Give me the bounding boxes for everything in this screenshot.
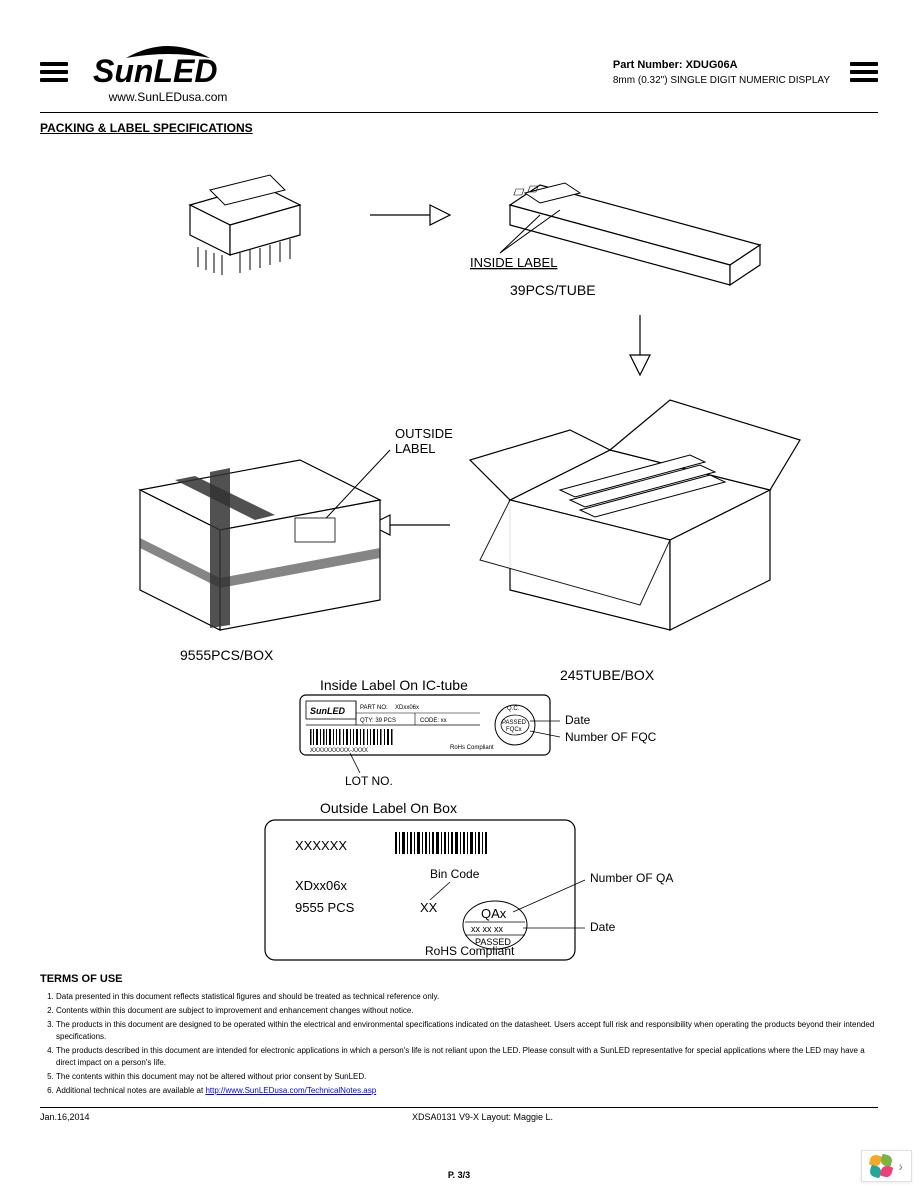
svg-text:XX: XX (420, 900, 438, 915)
terms-item: The products described in this document … (56, 1045, 878, 1069)
svg-text:QTY: 39 PCS: QTY: 39 PCS (360, 718, 396, 724)
logo: SunLED www.SunLEDusa.com (88, 40, 248, 104)
svg-text:Date: Date (565, 713, 591, 727)
svg-text:FQCx: FQCx (506, 727, 522, 733)
svg-text:PASSED: PASSED (502, 720, 527, 726)
terms-title: TERMS OF USE (40, 973, 878, 985)
outside-label-title: Outside Label On Box (320, 800, 457, 816)
diagram-svg: INSIDE LABEL 39PCS/TUBE (40, 145, 880, 965)
terms-item-text: Additional technical notes are available… (56, 1086, 203, 1095)
svg-text:Number OF QA: Number OF QA (590, 871, 673, 885)
terms-section: TERMS OF USE Data presented in this docu… (40, 973, 878, 1097)
arrow-down (630, 315, 650, 375)
part-number-label: Part Number: (613, 59, 683, 71)
pcs-per-tube: 39PCS/TUBE (510, 282, 596, 298)
closed-box-icon: OUTSIDE LABEL 9555PCS/BOX (140, 426, 453, 663)
svg-text:XDxx06x: XDxx06x (395, 705, 419, 711)
page-footer: Jan.16,2014 XDSA0131 V9-X Layout: Maggie… (40, 1107, 878, 1122)
svg-text:RoHS Compliant: RoHS Compliant (425, 944, 515, 958)
tubes-per-box: 245TUBE/BOX (560, 667, 655, 683)
footer-spacer (875, 1112, 878, 1122)
arrow-right-1 (370, 205, 450, 225)
svg-text:XXXXXXXXXX-XXXX: XXXXXXXXXX-XXXX (310, 748, 368, 754)
chevron-right-icon: › (898, 1158, 903, 1174)
pinwheel-icon (870, 1155, 892, 1177)
open-box-icon (470, 400, 800, 630)
page-header: SunLED www.SunLEDusa.com Part Number: XD… (40, 40, 878, 113)
svg-text:CODE: xx: CODE: xx (420, 718, 447, 724)
svg-text:PART NO:: PART NO: (360, 705, 388, 711)
svg-text:Number OF FQC: Number OF FQC (565, 730, 657, 744)
svg-text:XXXXXX: XXXXXX (295, 838, 347, 853)
inside-label-diagram: SunLED PART NO: XDxx06x QTY: 39 PCS CODE… (300, 695, 657, 788)
page-number: P. 3/3 (448, 1170, 470, 1180)
part-number: XDUG06A (686, 59, 738, 71)
svg-text:xx xx xx: xx xx xx (471, 924, 504, 934)
arrow-left (370, 515, 450, 535)
outside-label-text-1: OUTSIDE (395, 426, 453, 441)
section-title: PACKING & LABEL SPECIFICATIONS (40, 121, 878, 135)
footer-center: XDSA0131 V9-X Layout: Maggie L. (412, 1112, 553, 1122)
svg-text:RoHs Compliant: RoHs Compliant (450, 745, 494, 751)
sunled-logo-svg: SunLED (88, 40, 248, 92)
header-info: Part Number: XDUG06A 8mm (0.32") SINGLE … (613, 59, 830, 86)
svg-text:9555 PCS: 9555 PCS (295, 900, 355, 915)
logo-url: www.SunLEDusa.com (88, 90, 248, 104)
terms-item: The contents within this document may no… (56, 1071, 878, 1083)
svg-text:Q.C.: Q.C. (507, 706, 520, 712)
outside-label-diagram: XXXXXX XDxx06x 9555 PCS XX Bin Code QAx … (265, 820, 673, 960)
terms-link[interactable]: http://www.SunLEDusa.com/TechnicalNotes.… (205, 1086, 376, 1095)
svg-text:LOT NO.: LOT NO. (345, 774, 393, 788)
led-display-icon (190, 175, 300, 275)
terms-item: Contents within this document are subjec… (56, 1005, 878, 1017)
terms-list: Data presented in this document reflects… (40, 991, 878, 1097)
packing-diagram: INSIDE LABEL 39PCS/TUBE (40, 145, 878, 965)
inside-label-text: INSIDE LABEL (470, 255, 557, 270)
product-description: 8mm (0.32") SINGLE DIGIT NUMERIC DISPLAY (613, 75, 830, 86)
menu-icon-right[interactable] (850, 62, 878, 82)
svg-text:Bin Code: Bin Code (430, 867, 480, 881)
svg-text:SunLED: SunLED (310, 706, 345, 716)
header-left: SunLED www.SunLEDusa.com (40, 40, 248, 104)
outside-label-text-2: LABEL (395, 441, 435, 456)
svg-text:XDxx06x: XDxx06x (295, 878, 348, 893)
terms-item: Data presented in this document reflects… (56, 991, 878, 1003)
viewer-widget[interactable]: › (861, 1150, 912, 1182)
logo-text: SunLED (93, 53, 217, 89)
terms-item: Additional technical notes are available… (56, 1085, 878, 1097)
svg-text:Date: Date (590, 920, 616, 934)
menu-icon[interactable] (40, 62, 68, 82)
tube-icon: INSIDE LABEL 39PCS/TUBE (470, 183, 760, 298)
footer-date: Jan.16,2014 (40, 1112, 90, 1122)
terms-item: The products in this document are design… (56, 1019, 878, 1043)
inside-label-title: Inside Label On IC-tube (320, 677, 468, 693)
header-right: Part Number: XDUG06A 8mm (0.32") SINGLE … (613, 59, 878, 86)
svg-text:QAx: QAx (481, 906, 507, 921)
pcs-per-box: 9555PCS/BOX (180, 647, 274, 663)
datasheet-page: SunLED www.SunLEDusa.com Part Number: XD… (0, 0, 918, 1188)
